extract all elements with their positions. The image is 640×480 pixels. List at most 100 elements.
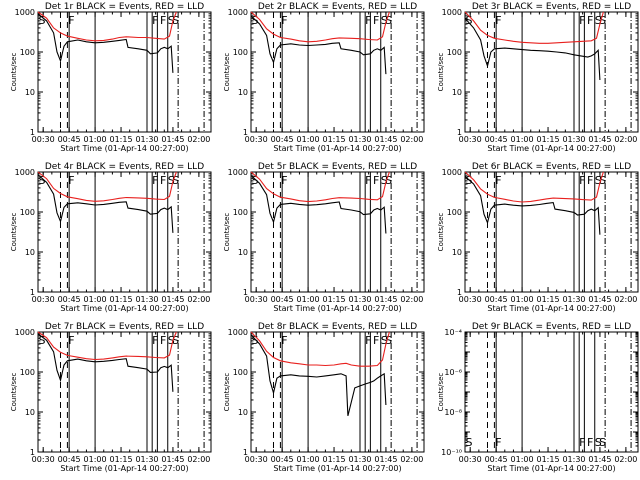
y-tick-label: 1000	[228, 328, 248, 337]
plot-frame	[464, 331, 639, 453]
y-tick-label: 10	[25, 88, 35, 97]
marker-label: S	[39, 334, 46, 347]
chart-title: Det 1r BLACK = Events, RED = LLD	[45, 2, 204, 12]
x-tick-label: 01:15	[537, 135, 560, 144]
x-tick-label: 01:00	[511, 455, 534, 464]
marker-label: S	[599, 436, 606, 449]
x-tick-label: 01:00	[84, 455, 107, 464]
marker-label: F	[281, 14, 287, 27]
marker-label: S	[466, 436, 473, 449]
marker-label: F	[281, 174, 287, 187]
x-tick-label: 01:00	[297, 135, 320, 144]
y-tick-label: 1000	[228, 168, 248, 177]
marker-label: S	[39, 174, 46, 187]
marker-label: F	[68, 174, 74, 187]
x-tick-label: 00:45	[485, 455, 508, 464]
y-tick-label: 1000	[15, 328, 35, 337]
chart-panel-3: Det 3r BLACK = Events, RED = LLD 1 10 100 10…	[437, 2, 639, 153]
x-axis-label: Start Time (01-Apr-14 00:27:00)	[60, 304, 188, 313]
y-tick-label: 10	[25, 248, 35, 257]
series-line-lld	[464, 171, 604, 203]
y-tick-label: 1	[243, 288, 248, 297]
plot-frame	[464, 11, 639, 133]
y-tick-label: 10	[452, 88, 462, 97]
x-tick-label: 01:45	[161, 455, 184, 464]
y-axis-label: Counts/sec	[437, 213, 445, 252]
x-tick-label: 01:30	[562, 295, 585, 304]
x-axis-label: Start Time (01-Apr-14 00:27:00)	[60, 464, 188, 473]
y-tick-label: 100	[233, 368, 248, 377]
marker-label: F	[579, 14, 585, 27]
y-tick-label: 10	[238, 408, 248, 417]
y-tick-label: 1	[30, 128, 35, 137]
y-tick-label: 1	[30, 288, 35, 297]
series-line-events	[37, 13, 174, 73]
y-tick-label: 10⁻⁴	[444, 328, 462, 337]
x-tick-label: 01:45	[588, 455, 611, 464]
plot-frame	[37, 171, 212, 293]
chart-panel-4: Det 4r BLACK = Events, RED = LLD 1 10 100 10…	[10, 162, 212, 313]
marker-label: S	[595, 174, 602, 187]
x-tick-label: 02:00	[400, 455, 423, 464]
y-tick-label: 1000	[15, 8, 35, 17]
x-axis-label: Start Time (01-Apr-14 00:27:00)	[273, 464, 401, 473]
chart-title: Det 2r BLACK = Events, RED = LLD	[258, 2, 417, 12]
x-tick-label: 01:30	[562, 135, 585, 144]
marker-label: F	[365, 174, 371, 187]
marker-label: S	[595, 436, 602, 449]
chart-panel-6: Det 6r BLACK = Events, RED = LLD 1 10 100 10…	[437, 162, 639, 313]
x-tick-label: 00:45	[271, 135, 294, 144]
series-line-events	[250, 15, 387, 75]
x-tick-label: 00:45	[58, 135, 81, 144]
x-tick-label: 00:45	[271, 295, 294, 304]
x-tick-label: 01:45	[161, 295, 184, 304]
chart-panel-7: Det 7r BLACK = Events, RED = LLD 1 10 100 10…	[10, 322, 212, 473]
series-line-lld	[250, 171, 390, 203]
x-tick-label: 00:30	[459, 455, 482, 464]
series-line-events	[250, 334, 387, 417]
y-tick-label: 1000	[442, 168, 462, 177]
x-axis-label: Start Time (01-Apr-14 00:27:00)	[273, 144, 401, 153]
x-tick-label: 00:30	[32, 135, 55, 144]
x-tick-label: 02:00	[400, 295, 423, 304]
y-tick-label: 100	[20, 48, 35, 57]
y-axis-label: Counts/sec	[10, 213, 18, 252]
plot-frame	[250, 331, 425, 453]
series-line-lld	[250, 11, 390, 43]
series-line-events	[464, 175, 601, 235]
y-axis-label: Counts/sec	[437, 53, 445, 92]
y-axis-label: Counts/sec	[10, 53, 18, 92]
marker-label: S	[172, 14, 179, 27]
chart-panel-9: Det 9r BLACK = Events, RED = LLD 10⁻¹⁰ 10⁻…	[437, 322, 639, 473]
marker-label: F	[495, 436, 501, 449]
x-tick-label: 01:00	[511, 295, 534, 304]
marker-label: F	[281, 334, 287, 347]
marker-label: S	[595, 14, 602, 27]
x-tick-label: 00:30	[459, 135, 482, 144]
x-tick-label: 00:45	[58, 295, 81, 304]
x-tick-label: 01:30	[348, 135, 371, 144]
chart-title: Det 5r BLACK = Events, RED = LLD	[258, 162, 417, 172]
x-tick-label: 01:15	[110, 455, 133, 464]
marker-label: S	[252, 334, 259, 347]
marker-label: S	[252, 14, 259, 27]
x-axis-label: Start Time (01-Apr-14 00:27:00)	[487, 304, 615, 313]
x-tick-label: 02:00	[614, 295, 637, 304]
marker-label: S	[172, 334, 179, 347]
chart-panel-2: Det 2r BLACK = Events, RED = LLD 1 10 100 10…	[223, 2, 425, 153]
marker-label: S	[381, 14, 388, 27]
chart-title: Det 6r BLACK = Events, RED = LLD	[472, 162, 631, 172]
y-tick-label: 100	[20, 208, 35, 217]
y-axis-label: Counts/sec	[10, 373, 18, 412]
x-tick-label: 00:30	[245, 295, 268, 304]
plot-frame	[250, 11, 425, 133]
x-tick-label: 01:15	[323, 135, 346, 144]
series-line-events	[37, 174, 174, 233]
series-line-lld	[250, 331, 390, 367]
x-tick-label: 00:45	[485, 135, 508, 144]
marker-label: S	[381, 334, 388, 347]
y-tick-label: 10	[452, 248, 462, 257]
marker-label: F	[587, 174, 593, 187]
y-axis-label: Counts/sec	[223, 373, 231, 412]
x-tick-label: 00:30	[459, 295, 482, 304]
